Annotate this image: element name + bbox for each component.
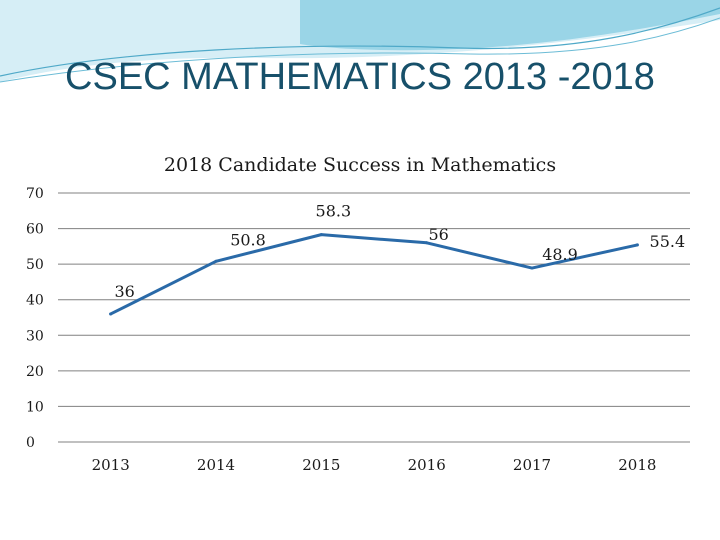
data-point [425,241,429,245]
y-tick-label: 50 [26,257,44,273]
x-tick-label: 2014 [197,456,235,474]
data-label: 50.8 [230,230,266,249]
y-tick-label: 0 [26,435,35,451]
banner-wave-mid [300,0,720,51]
x-tick-label: 2015 [302,456,340,474]
data-point [319,233,323,237]
y-tick-label: 10 [26,399,44,415]
data-point [109,312,113,316]
slide-title: CSEC MATHEMATICS 2013 -2018 [65,56,655,98]
y-tick-label: 70 [26,186,44,202]
y-tick-label: 30 [26,328,44,344]
chart-title: 2018 Candidate Success in Mathematics [164,154,556,176]
series-line [109,233,639,316]
data-label: 56 [428,225,448,244]
x-tick-label: 2013 [92,456,130,474]
x-tick-label: 2016 [408,456,446,474]
x-axis-tick-labels: 2013 2014 2015 2016 2017 2018 [92,456,657,474]
x-tick-label: 2018 [618,456,656,474]
y-tick-label: 40 [26,293,44,309]
data-label: 55.4 [650,232,686,251]
x-tick-label: 2017 [513,456,551,474]
data-label: 58.3 [316,202,352,221]
data-label: 48.9 [542,245,578,264]
banner-wave-line-1 [0,7,720,77]
slide-banner-decoration [0,0,720,83]
data-point [635,243,639,247]
banner-wave-line-2 [0,17,720,83]
y-tick-label: 20 [26,364,44,380]
y-axis-tick-labels: 0 10 20 30 40 50 60 70 [26,186,44,451]
data-label: 36 [114,282,134,301]
grid-layer [58,192,690,443]
data-point [214,259,218,263]
data-point [530,266,534,270]
data-label-layer: 36 50.8 58.3 56 48.9 55.4 [114,202,685,301]
y-tick-label: 60 [26,222,44,238]
series-layer [109,233,639,316]
